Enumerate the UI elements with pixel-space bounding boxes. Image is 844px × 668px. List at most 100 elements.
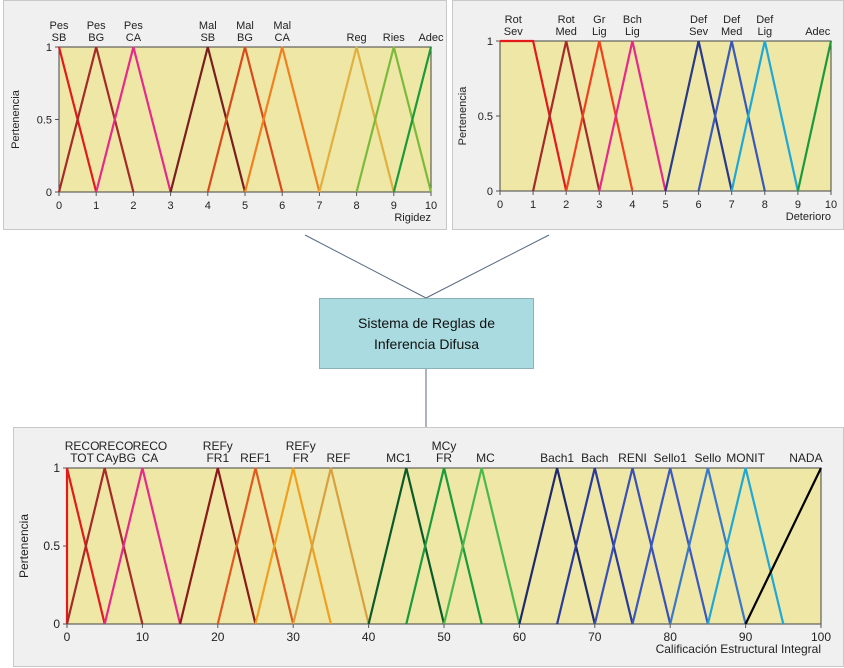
series-label: MC: [476, 451, 495, 465]
membership-function-line: [532, 40, 601, 192]
membership-function-line: [730, 40, 799, 192]
x-tick-label: 40: [362, 630, 376, 644]
x-axis-label: Calificación Estructural Integral: [656, 642, 821, 656]
y-axis-label: Pertenencia: [17, 514, 31, 578]
membership-function-line: [206, 46, 284, 193]
series-label: Bach1: [540, 451, 574, 465]
x-axis-label: Rigidez: [394, 212, 431, 224]
series-label-line2: Lig: [592, 26, 607, 38]
membership-function-line: [697, 40, 766, 192]
membership-function-line: [565, 40, 634, 192]
series-label-line1: Mal: [236, 20, 254, 32]
x-tick-label: 1: [530, 199, 536, 211]
series-label-line1: RECO: [133, 439, 168, 453]
series-label: REF1: [240, 451, 271, 465]
x-tick-label: 30: [287, 630, 301, 644]
x-tick-label: 2: [130, 200, 136, 212]
membership-function-line: [355, 46, 433, 193]
series-label-line2: SB: [52, 32, 67, 44]
rule-box-line1: Sistema de Reglas de: [358, 314, 495, 331]
series-label-line1: REFy: [203, 439, 233, 453]
x-tick-label: 3: [168, 200, 174, 212]
x-tick-label: 5: [662, 199, 668, 211]
y-tick-label: 1: [487, 36, 493, 48]
x-tick-label: 7: [729, 199, 735, 211]
x-tick-label: 4: [629, 199, 635, 211]
x-tick-label: 9: [391, 200, 397, 212]
x-tick-label: 0: [56, 200, 62, 212]
x-tick-label: 5: [242, 200, 248, 212]
rigidez-chart-panel: 0 0.5 1 0 1 2 3 4 5 6 7 8 9 10 Pertenencia Rigidez Pes SB…: [3, 0, 447, 230]
series-label-line2: FR1: [206, 451, 229, 465]
calificacion-chart-panel: 0 0.5 1 0 10 20 30 40 50 60 70 80 90 100 Pertenencia Ca…: [13, 427, 844, 667]
x-tick-label: 2: [563, 199, 569, 211]
series-label-line1: Rot: [558, 14, 575, 26]
series-label-line2: CA: [126, 32, 142, 44]
series-label-line1: MCy: [432, 439, 457, 453]
x-tick-label: 20: [211, 630, 225, 644]
series-label-line2: CA: [275, 32, 291, 44]
series-label-line2: Lig: [757, 26, 772, 38]
membership-function-line: [367, 467, 446, 625]
series-label-line1: Mal: [199, 20, 217, 32]
series-label-line1: Bch: [623, 14, 642, 26]
membership-function-line: [664, 40, 733, 192]
membership-function-line: [57, 46, 135, 193]
x-tick-label: 10: [136, 630, 150, 644]
membership-function-line: [442, 467, 521, 625]
x-tick-label: 0: [64, 630, 71, 644]
x-tick-label: 100: [811, 630, 831, 644]
x-tick-label: 10: [425, 200, 437, 212]
membership-function-line: [556, 467, 634, 625]
membership-function-line: [103, 467, 182, 625]
membership-function-line: [796, 40, 833, 192]
series-label-line2: CAyBG: [96, 451, 136, 465]
x-axis-label: Deterioro: [786, 211, 831, 223]
series-label-line1: Pes: [87, 20, 106, 32]
series-label: RENI: [618, 451, 647, 465]
series-label-line2: FR: [436, 451, 452, 465]
series-label: Bach: [581, 451, 608, 465]
deterioro-chart-panel: 0 0.5 1 0 1 2 3 4 5 6 7 8 9 10 Pertenencia Deterioro Rot…: [452, 0, 844, 230]
series-label-line2: Lig: [625, 26, 640, 38]
series-label-line2: Med: [721, 26, 742, 38]
x-tick-label: 50: [437, 630, 451, 644]
series-label-line2: CA: [142, 451, 159, 465]
membership-function-line: [744, 467, 822, 625]
x-tick-label: 8: [354, 200, 360, 212]
membership-function-line: [631, 467, 709, 625]
x-tick-label: 60: [513, 630, 527, 644]
series-label: Sello1: [654, 451, 688, 465]
y-tick-label: 1: [46, 42, 52, 54]
y-axis-label: Pertenencia: [10, 89, 22, 149]
x-tick-label: 90: [739, 630, 753, 644]
x-tick-label: 8: [762, 199, 768, 211]
series-label-line1: Def: [756, 14, 774, 26]
y-tick-label: 1: [53, 461, 60, 475]
series-label-line2: Sev: [689, 26, 708, 38]
series-label-line2: BG: [88, 32, 104, 44]
membership-function-line: [254, 467, 332, 625]
series-label-line1: Rot: [505, 14, 522, 26]
membership-function-line: [243, 46, 321, 193]
membership-function-line: [318, 46, 395, 193]
membership-function-line: [95, 46, 172, 193]
y-axis-label: Pertenencia: [457, 86, 469, 146]
series-label: Adec: [418, 32, 444, 44]
membership-function-line: [392, 46, 433, 193]
membership-function-line: [598, 40, 667, 192]
membership-function-line: [518, 467, 596, 625]
connector-rigidez: [304, 234, 427, 299]
series-label-line1: Def: [690, 14, 708, 26]
x-tick-label: 6: [279, 200, 285, 212]
membership-function-line: [65, 467, 106, 625]
y-tick-label: 0: [53, 617, 60, 631]
series-label: Sello: [695, 451, 722, 465]
x-tick-label: 7: [316, 200, 322, 212]
series-label-line2: Sev: [504, 26, 523, 38]
membership-function-line: [169, 46, 247, 193]
y-tick-label: 0: [487, 186, 493, 198]
x-tick-label: 1: [93, 200, 99, 212]
series-label-line1: REFy: [286, 439, 316, 453]
